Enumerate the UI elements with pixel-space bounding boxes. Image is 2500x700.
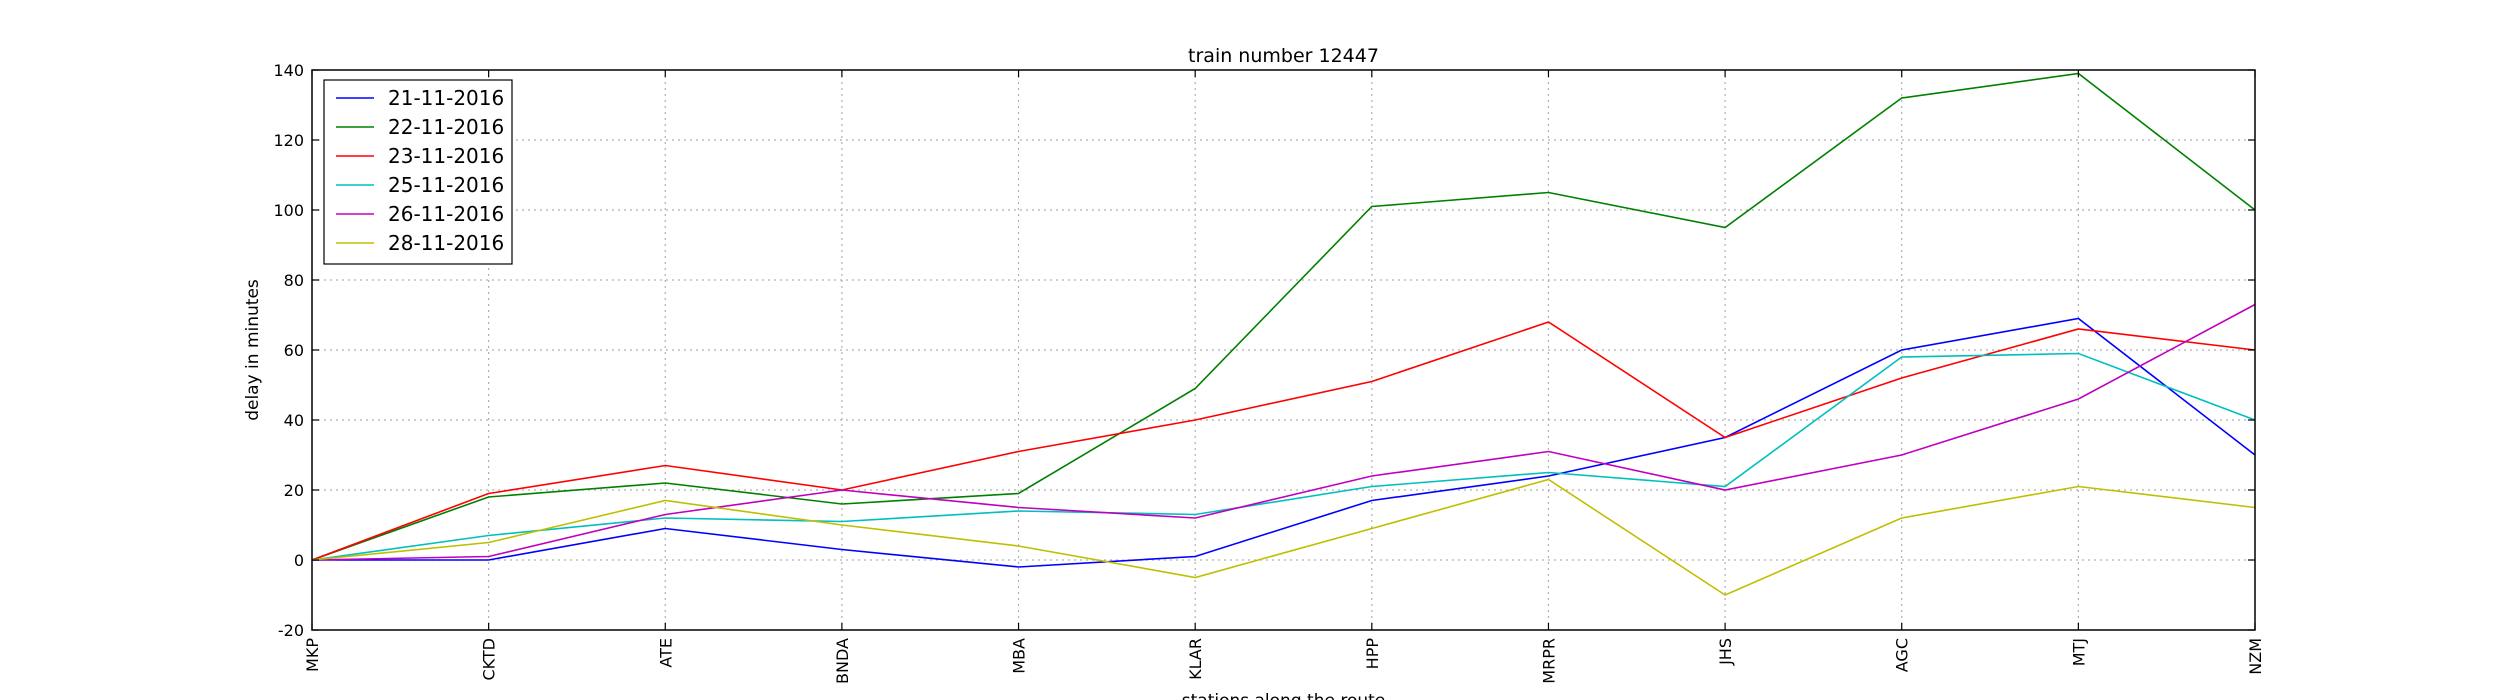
y-tick-label: 100 (273, 201, 304, 220)
series-line-23-11-2016 (311, 321, 2256, 561)
x-tick-label: MTJ (2069, 638, 2088, 666)
y-tick-label: 40 (284, 411, 304, 430)
legend-label: 26-11-2016 (388, 202, 504, 226)
legend-box (323, 79, 513, 265)
chart-title: train number 12447 (1188, 45, 1379, 67)
series-line-26-11-2016 (311, 303, 2256, 561)
x-tick-label: MBA (1010, 638, 1029, 674)
y-axis-label: delay in minutes (243, 279, 263, 421)
series-line-22-11-2016 (311, 72, 2256, 561)
y-tick-label: 80 (284, 271, 304, 290)
grid (312, 70, 2255, 630)
x-axis-label: stations along the route (1182, 691, 1386, 700)
y-tick-label: 140 (273, 61, 304, 80)
x-tick-label: HPP (1363, 638, 1382, 670)
series-line-28-11-2016 (311, 478, 2256, 596)
y-tick-label: 0 (294, 551, 304, 570)
axis-ticks: -20 0 20 40 60 80 100 120 140 MKP CKTD ATE BNDA MBA KL… (273, 61, 2265, 684)
x-tick-label: AGC (1893, 638, 1912, 672)
y-tick-label: -20 (278, 621, 304, 640)
legend-label: 25-11-2016 (388, 173, 504, 197)
x-tick-label: ATE (656, 638, 675, 668)
legend-label: 21-11-2016 (388, 86, 504, 110)
legend-label: 22-11-2016 (388, 115, 504, 139)
x-tick-label: CKTD (480, 638, 499, 681)
series-lines (311, 72, 2256, 596)
x-tick-label: BNDA (833, 638, 852, 684)
legend-label: 23-11-2016 (388, 144, 504, 168)
x-tick-label: MRPR (1539, 638, 1558, 684)
x-tick-label: MKP (303, 638, 322, 672)
y-tick-label: 60 (284, 341, 304, 360)
y-tick-label: 120 (273, 131, 304, 150)
x-tick-label: NZM (2246, 638, 2265, 675)
series-line-21-11-2016 (312, 317, 2256, 568)
y-tick-label: 20 (284, 481, 304, 500)
legend-label: 28-11-2016 (388, 231, 504, 255)
x-tick-label: KLAR (1186, 638, 1205, 680)
legend: 21-11-2016 22-11-2016 23-11-2016 25-11-2016… (323, 79, 513, 265)
x-tick-label: JHS (1716, 638, 1735, 666)
